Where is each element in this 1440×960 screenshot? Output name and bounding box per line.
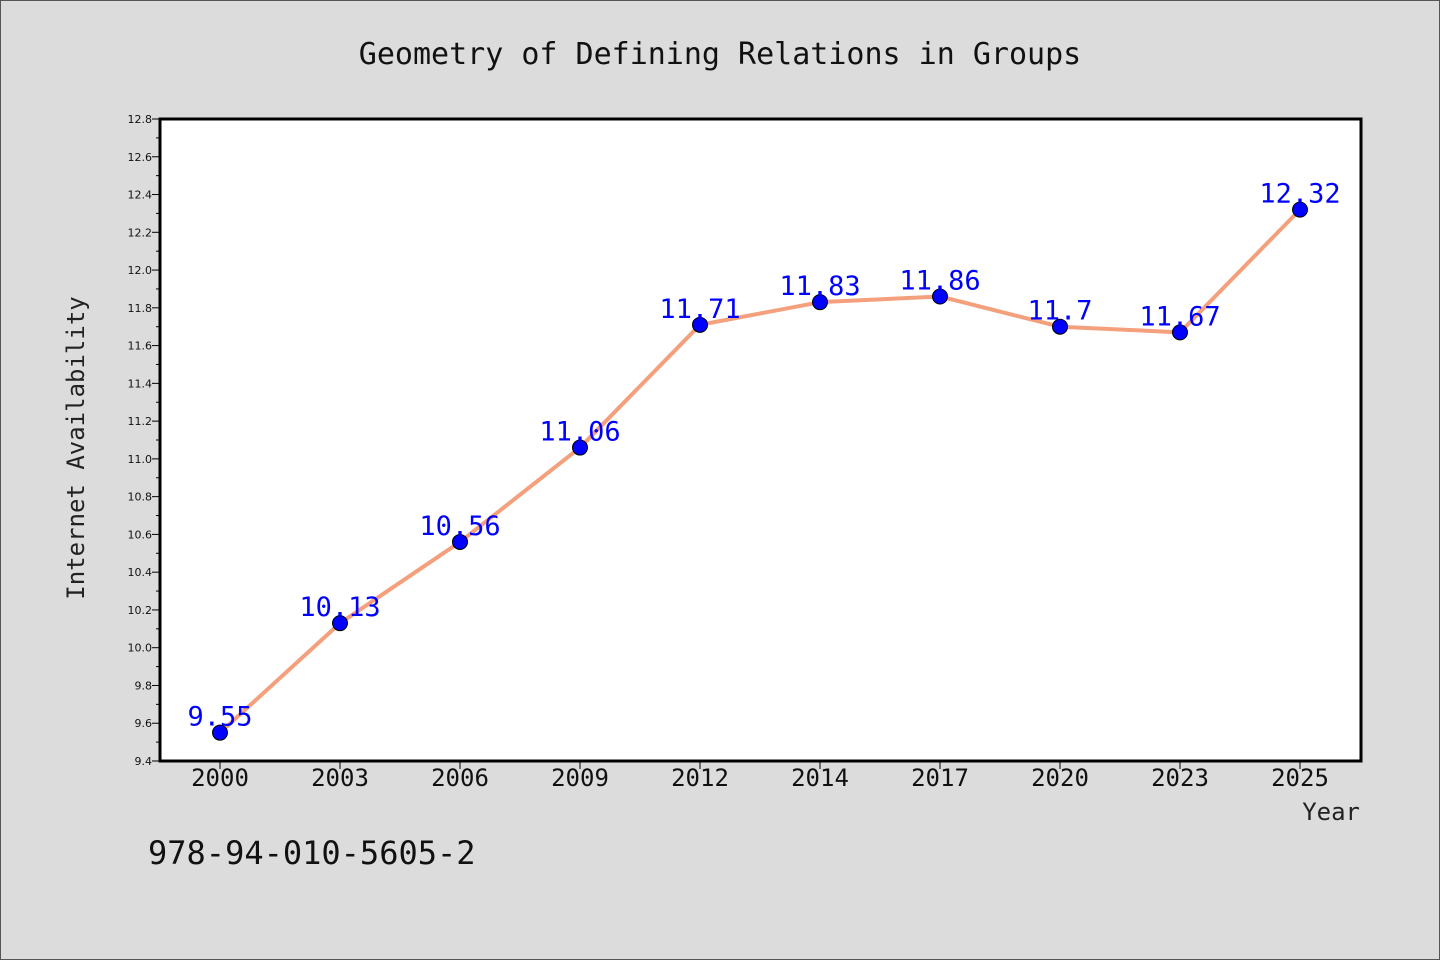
data-point [692,316,708,333]
plot-area [158,117,1363,763]
x-axis: 2000 2003 2006 2009 2012 2014 2017 2020 2023 2025 [191,761,1329,792]
data-label: 10.13 [299,592,380,623]
y-tick-label: 10.2 [128,604,153,617]
data-point [1052,318,1068,335]
y-tick-label: 11.8 [128,302,153,315]
data-label: 11.7 [1027,296,1092,327]
x-tick-label: 2000 [191,764,249,792]
y-tick-label: 12.0 [128,264,153,277]
data-label: 10.56 [419,511,500,542]
chart-title: Geometry of Defining Relations in Groups [359,37,1081,72]
y-tick-label: 10.0 [128,642,153,655]
y-tick-label: 9.6 [135,717,153,730]
y-axis: 9.4 9.6 9.8 10.0 10.2 10.4 10.6 10.8 11.0 11.2 11.… [128,113,160,768]
series-line [218,208,1302,735]
y-tick-label: 11.6 [128,340,153,353]
series-line-group [218,208,1302,735]
y-tick-label: 12.8 [128,113,153,126]
x-tick-label: 2014 [791,764,849,792]
y-tick-label: 10.4 [128,566,153,579]
data-point [452,533,468,550]
data-point [212,724,228,741]
data-point [812,294,828,311]
data-label: 11.67 [1139,301,1220,332]
x-tick-label: 2023 [1151,764,1209,792]
x-tick-label: 2009 [551,764,609,792]
data-label: 11.71 [659,294,740,325]
y-tick-label: 9.4 [135,755,153,768]
data-point [572,439,588,456]
y-tick-label: 12.2 [128,226,153,239]
data-label: 11.06 [539,417,620,448]
data-labels: 9.55 10.13 10.56 11.06 11.71 11.83 11.86 11.7 11… [187,179,1340,733]
data-point [1292,201,1308,218]
x-tick-label: 2025 [1271,764,1329,792]
y-tick-label: 12.4 [128,189,153,202]
x-tick-label: 2020 [1031,764,1089,792]
data-point [1172,324,1188,341]
y-tick-label: 12.6 [128,151,153,164]
x-tick-label: 2017 [911,764,969,792]
y-tick-label: 9.8 [135,679,153,692]
y-tick-label: 10.6 [128,528,153,541]
data-label: 9.55 [187,702,252,733]
y-tick-label: 11.4 [128,377,153,390]
y-tick-label: 10.8 [128,491,153,504]
data-point [932,288,948,305]
y-tick-label: 11.2 [128,415,153,428]
data-label: 12.32 [1259,179,1340,210]
y-tick-label: 11.0 [128,453,153,466]
y-axis-label: Internet Availability [62,296,90,599]
data-label: 11.83 [779,271,860,302]
data-point [332,615,348,632]
x-tick-label: 2003 [311,764,369,792]
x-tick-label: 2012 [671,764,729,792]
data-label: 11.86 [899,265,980,296]
footer-isbn: 978-94-010-5605-2 [148,834,476,872]
data-markers [212,201,1308,741]
x-axis-label: Year [1302,798,1360,826]
x-tick-label: 2006 [431,764,489,792]
